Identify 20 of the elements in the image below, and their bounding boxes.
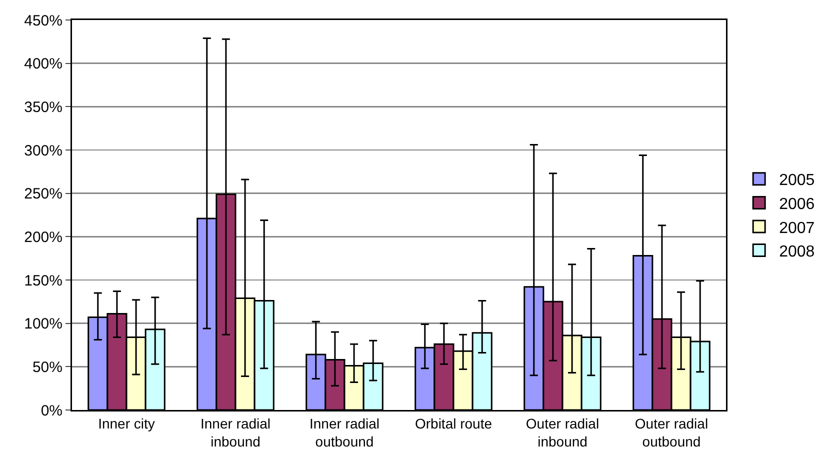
legend-label: 2007 [779,220,815,237]
x-tick-label: Outer radial outbound [634,415,708,450]
y-tick-label: 200% [24,228,62,246]
y-tick-label: 250% [24,186,62,203]
legend-label: 2005 [779,172,815,190]
y-tick-label: 300% [24,142,62,160]
y-tick-label: 0% [40,402,62,420]
x-tick-label: Inner radial inbound [200,415,271,450]
y-tick-label: 100% [24,316,62,333]
legend-label: 2006 [779,196,815,213]
x-tick-label: Orbital route [414,415,492,432]
x-tick-label: Outer radial inbound [526,415,600,450]
x-tick-label: Inner radial outbound [309,415,380,450]
x-tick-label: Inner city [98,415,155,432]
y-tick-label: 350% [24,98,62,116]
y-tick-label: 150% [24,272,62,290]
y-tick-label: 400% [24,56,62,73]
y-tick-label: 50% [32,358,62,376]
legend-label: 2008 [779,244,815,261]
y-tick-label: 450% [24,12,62,30]
